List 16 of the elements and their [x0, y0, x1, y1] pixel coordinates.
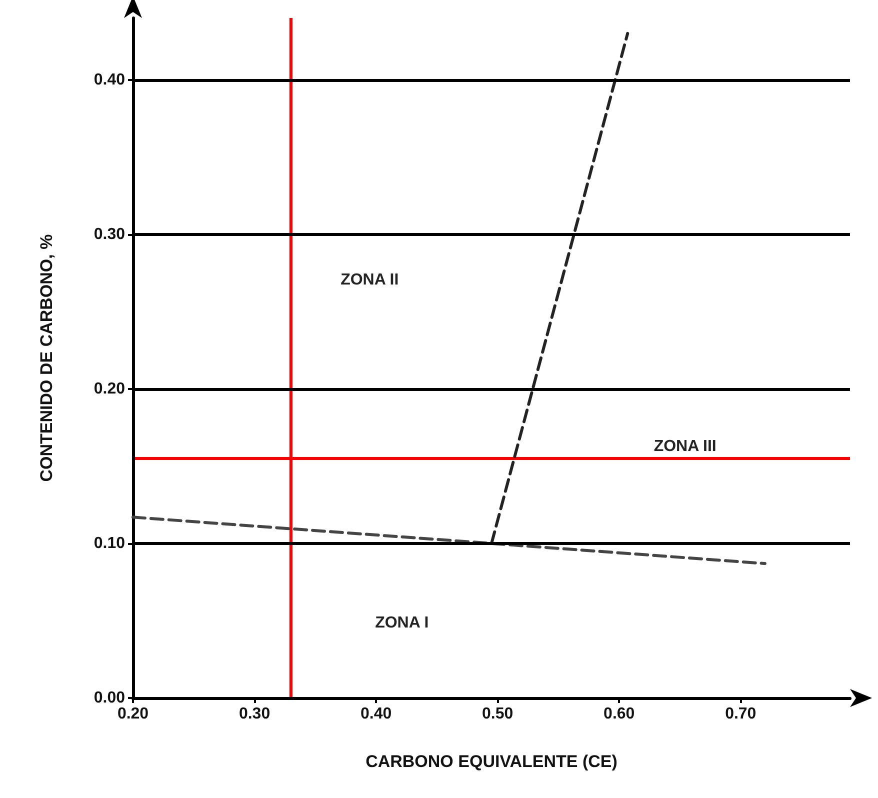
y-tick-label: 0.30 — [94, 226, 126, 243]
x-tick-label: 0.60 — [604, 706, 635, 722]
y-tick-label: 0.00 — [94, 690, 126, 706]
x-axis-title: CARBONO EQUIVALENTE (CE) — [366, 752, 618, 771]
x-tick-label: 0.30 — [238, 706, 270, 722]
x-tick-label: 0.40 — [360, 706, 392, 722]
x-tick-label: 0.70 — [725, 706, 756, 722]
x-tick-label: 0.50 — [482, 706, 514, 722]
annotation: ZONA II — [340, 271, 399, 288]
annotation: ZONA I — [375, 614, 429, 632]
annotation: ZONA III — [654, 438, 716, 455]
y-tick-label: 0.20 — [94, 380, 126, 398]
y-tick-label: 0.10 — [94, 534, 126, 552]
y-axis-title: CONTENIDO DE CARBONO, % — [37, 234, 56, 482]
y-tick-label: 0.40 — [94, 71, 126, 88]
x-tick-label: 0.20 — [117, 706, 149, 722]
